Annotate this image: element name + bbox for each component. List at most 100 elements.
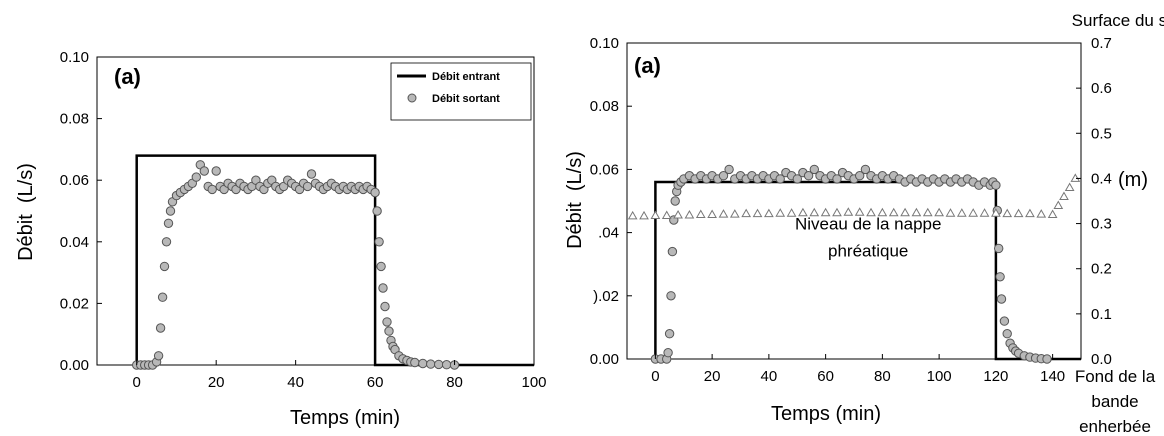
- right-water-table-point: [786, 208, 797, 217]
- right-water-table-point: [718, 209, 729, 218]
- right-water-table-point: [922, 207, 933, 217]
- left-x-ticks: 0 20 40 60 80 100: [133, 360, 547, 391]
- left-outflow-point: [163, 218, 174, 229]
- left-outflow-point: [165, 206, 176, 216]
- right-outflow-point: [664, 329, 675, 339]
- left-ytick-label: 0.10: [60, 49, 89, 66]
- left-outflow-point: [434, 359, 444, 370]
- right-water-table-point: [934, 207, 944, 217]
- left-outflow-point: [378, 283, 388, 293]
- left-legend: Débit entrant Débit sortant: [390, 62, 532, 121]
- left-y-axis-title: Débit (L/s): [15, 163, 37, 261]
- right-outflow-point: [855, 171, 865, 181]
- left-outflow-point: [191, 172, 202, 182]
- right-xtick-label: 80: [874, 368, 891, 385]
- right-water-table-point: [639, 210, 649, 220]
- left-ytick-label: 0.02: [60, 295, 89, 312]
- right-water-table-point: [1002, 208, 1013, 218]
- right-xtick-label: 40: [761, 368, 778, 385]
- right-outflow-point: [667, 246, 678, 257]
- left-outflow-point: [384, 326, 394, 336]
- left-xtick-label: 100: [521, 374, 546, 391]
- left-legend-outflow-swatch: [407, 93, 417, 103]
- left-ytick-label: 0.06: [60, 172, 89, 189]
- right-y2tick-label: 0.0: [1091, 351, 1112, 368]
- left-outflow-point: [376, 261, 386, 272]
- right-outflow-point: [792, 174, 802, 184]
- right-outflow-point: [832, 174, 842, 184]
- left-outflow-point: [372, 206, 382, 216]
- right-water-table-point: [729, 209, 740, 218]
- right-water-table-point: [888, 207, 899, 217]
- left-outflow-point: [426, 359, 436, 369]
- right-y2tick-label: 0.1: [1091, 306, 1112, 323]
- left-xtick-label: 60: [367, 374, 384, 391]
- right-water-table-point: [832, 207, 842, 217]
- right-xtick-label: 0: [651, 368, 659, 385]
- right-water-table-point: [956, 208, 967, 217]
- right-outflow-point: [666, 291, 676, 301]
- ground-surface-label: Surface du sol: [1072, 11, 1164, 30]
- left-x-axis-title: Temps (min): [290, 407, 400, 429]
- right-water-table-point: [661, 210, 672, 219]
- right-water-table-point: [1047, 209, 1058, 219]
- left-outflow-point: [441, 360, 452, 370]
- right-water-table-point: [945, 208, 956, 217]
- right-x-ticks: 0 20 40 60 80 100 120 140: [651, 354, 1065, 385]
- water-table-annotation-line1: Niveau de la nappe: [795, 214, 942, 233]
- right-outflow-point: [996, 294, 1007, 304]
- strip-bottom-label-line1: Fond de la: [1075, 367, 1156, 386]
- left-xtick-label: 80: [446, 374, 463, 391]
- left-ytick-label: 0.00: [60, 357, 89, 374]
- left-outflow-point: [302, 181, 313, 192]
- right-ytick-label: 0.00: [590, 351, 619, 368]
- right-water-table-point: [1036, 209, 1047, 218]
- water-table-annotation-line2: phréatique: [828, 241, 908, 260]
- left-outflow-point: [418, 358, 428, 369]
- right-water-table-point: [866, 207, 876, 217]
- right-ytick-label: .04: [598, 225, 619, 242]
- left-outflow-point: [199, 166, 210, 176]
- right-outflow-point: [724, 164, 734, 175]
- right-ytick-label: 0.06: [590, 161, 619, 178]
- left-outflow-point: [380, 301, 390, 312]
- right-water-table-point: [707, 209, 717, 219]
- right-water-table-point: [741, 208, 752, 218]
- right-y-ticks: 0.00).02 .04 0.06 0.08 0.10: [590, 35, 632, 368]
- right-y2tick-label: 0.7: [1091, 35, 1112, 52]
- right-outflow-point: [1042, 354, 1052, 364]
- right-y2tick-label: 0.5: [1091, 125, 1112, 142]
- left-plot-frame: [96, 56, 535, 366]
- left-ytick-label: 0.08: [60, 111, 89, 128]
- right-water-table-point: [1053, 200, 1064, 210]
- left-outflow-point: [153, 351, 164, 361]
- right-y2tick-label: 0.2: [1091, 261, 1112, 278]
- left-legend-inflow-label: Débit entrant: [432, 71, 500, 83]
- right-chart: 0.00).02.040.060.080.10 0.00.10.20.30.40…: [564, 11, 1164, 436]
- right-panel-label: (a): [634, 53, 661, 78]
- left-marks: [132, 154, 534, 370]
- right-water-table-point: [854, 207, 865, 216]
- left-xtick-label: 0: [133, 374, 141, 391]
- right-y2tick-label: 0.4: [1091, 170, 1112, 187]
- right-ytick-label: 0.08: [590, 98, 619, 115]
- right-y-axis-title: Débit (L/s): [564, 151, 586, 249]
- left-outflow-point: [159, 261, 170, 272]
- right-outflow-point: [1002, 329, 1012, 339]
- right-water-table-point: [877, 207, 888, 217]
- right-water-table-point: [752, 208, 763, 218]
- right-water-table-point: [991, 208, 1001, 217]
- right-water-table-point: [968, 208, 979, 217]
- right-water-table-point: [900, 207, 910, 217]
- right-outflow-point: [775, 174, 785, 184]
- right-outflow-point: [994, 243, 1004, 254]
- right-y2-axis-title: (m): [1118, 169, 1148, 191]
- right-water-table-point: [673, 209, 683, 219]
- left-xtick-label: 20: [208, 374, 225, 391]
- strip-bottom-label-line2: bande: [1091, 392, 1138, 411]
- right-inflow-line: [652, 180, 1081, 361]
- right-y2tick-label: 0.6: [1091, 80, 1112, 97]
- right-outflow-point: [670, 196, 680, 206]
- right-xtick-label: 100: [927, 368, 952, 385]
